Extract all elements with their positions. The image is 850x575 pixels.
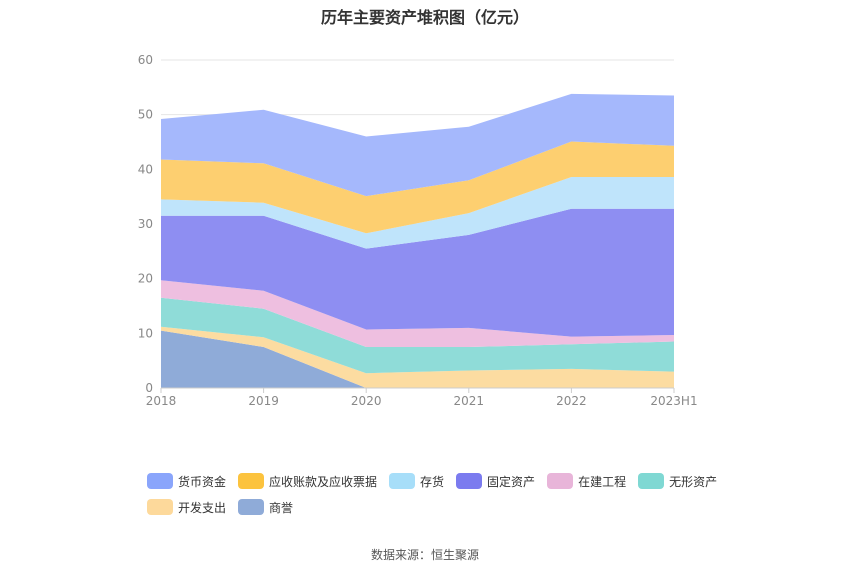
legend-swatch (238, 473, 265, 489)
data-source-note: 数据来源：恒生聚源 (370, 548, 479, 562)
area-商誉 (161, 330, 674, 388)
x-tick-label: 2021 (454, 394, 485, 408)
legend-label: 商誉 (269, 500, 294, 515)
legend-swatch (238, 499, 265, 515)
legend-item[interactable]: 固定资产 (456, 472, 535, 490)
legend-item[interactable]: 开发支出 (147, 498, 226, 516)
legend-label: 存货 (420, 474, 445, 489)
x-tick-label: 2018 (146, 394, 177, 408)
area-货币资金 (161, 93, 674, 197)
chart-title: 历年主要资产堆积图（亿元） (320, 8, 529, 27)
legend-label: 固定资产 (487, 474, 536, 489)
y-tick-label: 30 (138, 217, 153, 231)
y-tick-label: 0 (145, 381, 153, 395)
legend-swatch (456, 473, 483, 489)
area-layer (161, 93, 674, 388)
legend-label: 货币资金 (178, 474, 227, 489)
legend-item[interactable]: 无形资产 (638, 472, 717, 490)
x-tick-label: 2023H1 (650, 394, 697, 408)
x-tick-label: 2020 (351, 394, 382, 408)
area-应收账款及应收票据 (161, 141, 674, 234)
y-tick-label: 60 (138, 53, 153, 67)
x-tick-label: 2019 (248, 394, 279, 408)
legend-swatch (547, 473, 574, 489)
area-固定资产 (161, 208, 674, 337)
legend-item[interactable]: 货币资金 (147, 472, 226, 490)
legend-item[interactable]: 应收账款及应收票据 (238, 472, 377, 490)
legend-label: 应收账款及应收票据 (269, 474, 378, 489)
area-存货 (161, 177, 674, 249)
axis-layer: 0 10 20 30 40 50 60 2018 2019 2020 2021 2022 2023H1 (138, 53, 698, 408)
legend-swatch (147, 499, 173, 515)
legend-item[interactable]: 在建工程 (547, 472, 626, 490)
legend-label: 无形资产 (669, 474, 718, 489)
legend-item[interactable]: 存货 (389, 472, 444, 490)
legend-swatch (389, 473, 416, 489)
legend-item[interactable]: 商誉 (238, 498, 293, 516)
area-开发支出 (161, 326, 674, 388)
y-tick-label: 40 (138, 162, 153, 176)
stacked-area-chart: 0 10 20 30 40 50 60 2018 2019 2020 2021 2022 2023H1 (138, 53, 698, 408)
x-tick-label: 2022 (556, 394, 587, 408)
y-tick-label: 10 (138, 326, 153, 340)
legend-label: 开发支出 (178, 500, 227, 515)
area-无形资产 (161, 297, 674, 374)
chart-legend: 货币资金 应收账款及应收票据 存货 固定资产 在建工程 无形资产开发支出 商誉 (147, 472, 747, 516)
y-tick-label: 20 (138, 272, 153, 286)
y-tick-label: 50 (138, 108, 153, 122)
legend-swatch (638, 473, 665, 489)
legend-swatch (147, 473, 173, 489)
area-在建工程 (161, 280, 674, 347)
legend-label: 在建工程 (578, 474, 627, 489)
